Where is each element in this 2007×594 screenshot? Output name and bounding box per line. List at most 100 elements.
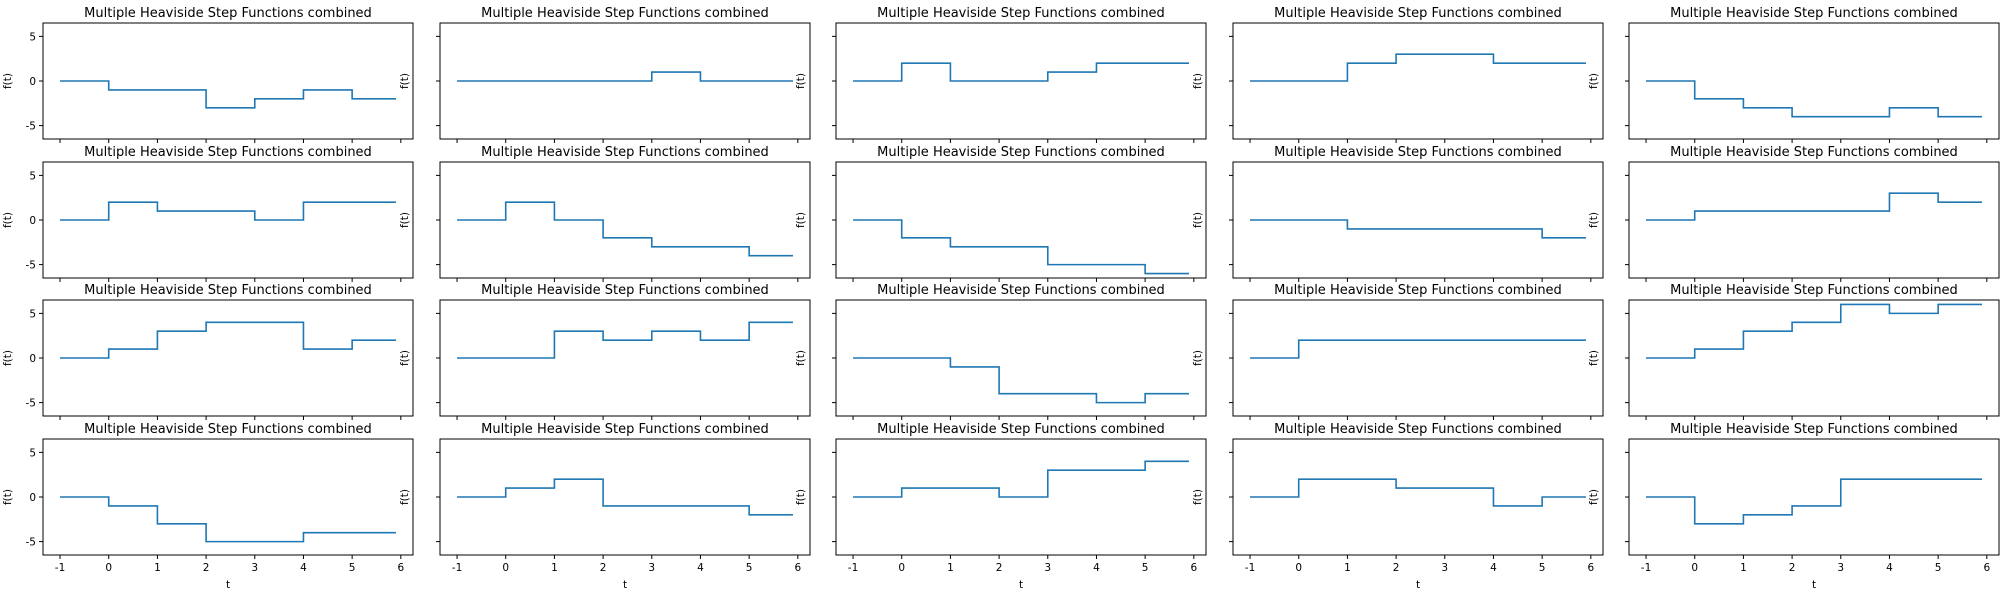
subplot-title: Multiple Heaviside Step Functions combin… <box>1274 6 1562 21</box>
y-axis-label: f(t) <box>795 73 807 89</box>
x-tick-label: 4 <box>1093 562 1100 574</box>
step-series-line <box>853 62 1189 82</box>
step-series-line <box>60 80 396 109</box>
y-axis-label: f(t) <box>1588 212 1600 228</box>
subplot-title: Multiple Heaviside Step Functions combin… <box>1274 145 1562 160</box>
step-series-line <box>1646 80 1982 118</box>
x-tick-label: 5 <box>1142 562 1149 574</box>
subplot-title: Multiple Heaviside Step Functions combin… <box>481 6 769 21</box>
y-tick-label: 5 <box>29 31 36 43</box>
x-tick-label: 1 <box>551 562 558 574</box>
x-tick-label: 5 <box>349 562 356 574</box>
subplot-title: Multiple Heaviside Step Functions combin… <box>1274 422 1562 437</box>
y-tick-label: -5 <box>26 121 36 133</box>
step-series-line <box>1646 478 1982 525</box>
x-tick-label: 5 <box>746 562 753 574</box>
x-tick-label: 4 <box>697 562 704 574</box>
step-series-line <box>1250 478 1586 507</box>
subplot-title: Multiple Heaviside Step Functions combin… <box>84 283 372 298</box>
subplot-title: Multiple Heaviside Step Functions combin… <box>877 145 1165 160</box>
subplot-r1-c5: Multiple Heaviside Step Functions combin… <box>1588 6 2000 143</box>
subplot-r1-c1: Multiple Heaviside Step Functions combin… <box>2 6 414 143</box>
x-tick-label: 1 <box>947 562 954 574</box>
y-axis-label: f(t) <box>2 489 14 505</box>
step-series-line <box>853 357 1189 404</box>
x-tick-label: 3 <box>648 562 655 574</box>
subplot-title: Multiple Heaviside Step Functions combin… <box>877 6 1165 21</box>
x-tick-label: 0 <box>502 562 509 574</box>
subplot-r1-c2: Multiple Heaviside Step Functions combin… <box>399 6 811 143</box>
x-tick-label: -1 <box>452 562 462 574</box>
subplot-r2-c3: Multiple Heaviside Step Functions combin… <box>795 145 1207 282</box>
x-tick-label: 6 <box>794 562 801 574</box>
x-tick-label: 4 <box>1490 562 1497 574</box>
y-axis-label: f(t) <box>1192 73 1204 89</box>
y-axis-label: f(t) <box>1588 489 1600 505</box>
x-tick-label: 2 <box>996 562 1003 574</box>
x-tick-label: 1 <box>1344 562 1351 574</box>
subplot-title: Multiple Heaviside Step Functions combin… <box>481 283 769 298</box>
subplot-r4-c1: Multiple Heaviside Step Functions combin… <box>2 422 414 591</box>
y-axis-label: f(t) <box>2 350 14 366</box>
x-tick-label: 0 <box>1295 562 1302 574</box>
step-series-line <box>457 321 793 359</box>
step-series-line <box>1646 303 1982 359</box>
x-tick-label: 3 <box>1837 562 1844 574</box>
x-tick-label: -1 <box>1245 562 1255 574</box>
y-axis-label: f(t) <box>2 73 14 89</box>
y-axis-label: f(t) <box>399 73 411 89</box>
x-tick-label: 3 <box>1044 562 1051 574</box>
step-series-line <box>60 321 396 359</box>
step-series-line <box>60 496 396 543</box>
x-tick-label: 5 <box>1539 562 1546 574</box>
x-tick-label: -1 <box>848 562 858 574</box>
subplot-r2-c2: Multiple Heaviside Step Functions combin… <box>399 145 811 282</box>
y-tick-label: 0 <box>29 76 36 88</box>
subplot-r3-c5: Multiple Heaviside Step Functions combin… <box>1588 283 2000 420</box>
y-tick-label: 5 <box>29 308 36 320</box>
y-axis-label: f(t) <box>795 350 807 366</box>
y-axis-label: f(t) <box>795 212 807 228</box>
step-series-line <box>457 201 793 257</box>
subplot-r2-c1: Multiple Heaviside Step Functions combin… <box>2 145 414 282</box>
step-series-line <box>853 219 1189 275</box>
subplot-title: Multiple Heaviside Step Functions combin… <box>1670 422 1958 437</box>
x-tick-label: 4 <box>1886 562 1893 574</box>
subplot-r1-c4: Multiple Heaviside Step Functions combin… <box>1192 6 1604 143</box>
x-axis-label: t <box>1416 579 1420 591</box>
x-tick-label: 6 <box>1587 562 1594 574</box>
y-tick-label: 5 <box>29 447 36 459</box>
step-series-line <box>1250 339 1586 359</box>
y-tick-label: 0 <box>29 353 36 365</box>
subplot-title: Multiple Heaviside Step Functions combin… <box>1274 283 1562 298</box>
y-tick-label: -5 <box>26 398 36 410</box>
y-axis-label: f(t) <box>399 489 411 505</box>
y-axis-label: f(t) <box>2 212 14 228</box>
x-axis-label: t <box>1019 579 1023 591</box>
subplot-title: Multiple Heaviside Step Functions combin… <box>877 283 1165 298</box>
subplot-title: Multiple Heaviside Step Functions combin… <box>84 145 372 160</box>
x-tick-label: 4 <box>300 562 307 574</box>
x-tick-label: 1 <box>1740 562 1747 574</box>
step-series-line <box>1250 53 1586 82</box>
y-tick-label: -5 <box>26 260 36 272</box>
x-tick-label: 1 <box>154 562 161 574</box>
x-tick-label: 2 <box>600 562 607 574</box>
x-tick-label: 0 <box>105 562 112 574</box>
subplot-title: Multiple Heaviside Step Functions combin… <box>84 6 372 21</box>
x-axis-label: t <box>623 579 627 591</box>
y-tick-label: 0 <box>29 215 36 227</box>
x-tick-label: 3 <box>1441 562 1448 574</box>
y-axis-label: f(t) <box>1588 350 1600 366</box>
x-axis-label: t <box>1812 579 1816 591</box>
x-tick-label: 0 <box>898 562 905 574</box>
y-tick-label: 0 <box>29 492 36 504</box>
y-tick-label: 5 <box>29 170 36 182</box>
step-series-line <box>1250 219 1586 239</box>
x-axis-label: t <box>226 579 230 591</box>
x-tick-label: 2 <box>1789 562 1796 574</box>
y-axis-label: f(t) <box>399 212 411 228</box>
subplot-r3-c1: Multiple Heaviside Step Functions combin… <box>2 283 414 420</box>
x-tick-label: 6 <box>397 562 404 574</box>
x-tick-label: 5 <box>1935 562 1942 574</box>
